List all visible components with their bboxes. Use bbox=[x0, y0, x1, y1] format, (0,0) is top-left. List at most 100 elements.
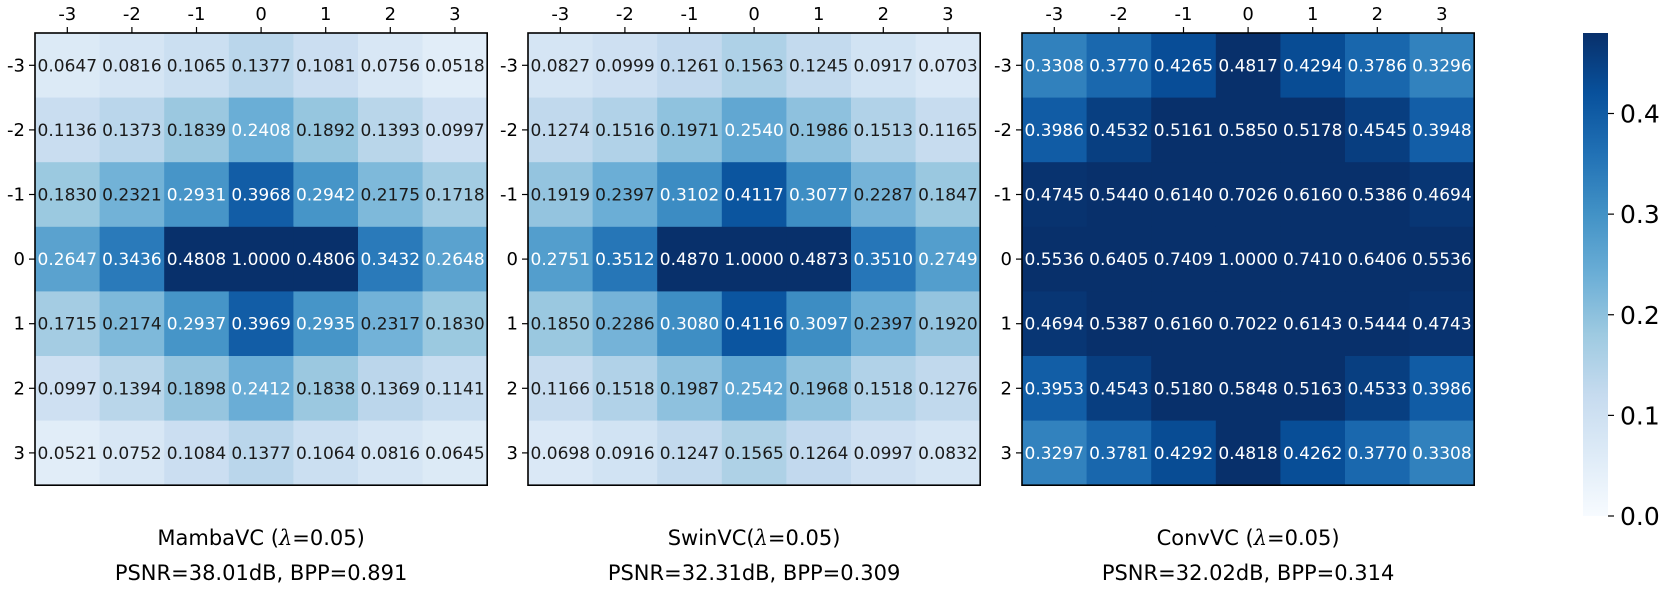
heatmap-cell bbox=[1345, 97, 1411, 163]
heatmap-cell bbox=[1345, 420, 1411, 486]
cell-value-label: 0.1064 bbox=[296, 444, 355, 464]
cell-value-label: 0.7410 bbox=[1283, 250, 1342, 270]
cell-value-label: 0.0816 bbox=[361, 444, 420, 464]
cell-value-label: 0.4818 bbox=[1218, 444, 1277, 464]
cell-value-label: 0.6160 bbox=[1283, 186, 1342, 206]
y-tick-label: 0 bbox=[507, 249, 518, 270]
cell-value-label: 0.4262 bbox=[1283, 444, 1342, 464]
heatmap-cell bbox=[1409, 356, 1475, 422]
cell-value-label: 0.1892 bbox=[296, 121, 355, 141]
heatmap-cell bbox=[358, 162, 424, 228]
cell-value-label: 0.3948 bbox=[1412, 121, 1471, 141]
heatmap-cell bbox=[358, 356, 424, 422]
heatmap-cell bbox=[35, 33, 101, 99]
heatmap-cell bbox=[1215, 97, 1281, 163]
y-tick-label: -3 bbox=[7, 55, 25, 76]
heatmap-cell bbox=[228, 162, 294, 228]
cell-value-label: 0.1065 bbox=[167, 56, 226, 76]
heatmap-cell bbox=[1022, 356, 1088, 422]
y-tick-label: -3 bbox=[500, 55, 518, 76]
cell-value-label: 0.2942 bbox=[296, 186, 355, 206]
cell-value-label: 0.4806 bbox=[296, 250, 355, 270]
cell-value-label: 0.4533 bbox=[1348, 379, 1407, 399]
heatmap-cell bbox=[164, 291, 230, 357]
cell-value-label: 0.5387 bbox=[1089, 315, 1148, 335]
y-tick-label: 3 bbox=[507, 443, 518, 464]
cell-value-label: 0.4265 bbox=[1154, 56, 1213, 76]
x-tick-label: 1 bbox=[320, 4, 331, 25]
heatmap-cell bbox=[657, 420, 723, 486]
heatmap-cell bbox=[1151, 97, 1217, 163]
cell-value-label: 0.5180 bbox=[1154, 379, 1213, 399]
cell-value-label: 0.2397 bbox=[595, 186, 654, 206]
x-tick-label: 1 bbox=[813, 4, 824, 25]
heatmap-cell bbox=[1280, 420, 1346, 486]
heatmap-cell bbox=[786, 162, 852, 228]
heatmap-cell bbox=[851, 291, 917, 357]
cell-value-label: 0.1518 bbox=[595, 379, 654, 399]
heatmap-cell bbox=[657, 97, 723, 163]
cell-value-label: 1.0000 bbox=[231, 250, 290, 270]
heatmap-cell bbox=[1086, 226, 1152, 292]
heatmap-cell bbox=[851, 226, 917, 292]
heatmap-cell bbox=[1086, 97, 1152, 163]
heatmap-cell bbox=[786, 420, 852, 486]
heatmap-cell bbox=[915, 420, 981, 486]
cell-value-label: 0.3080 bbox=[660, 315, 719, 335]
heatmap-cell bbox=[358, 226, 424, 292]
cell-value-label: 0.3436 bbox=[102, 250, 161, 270]
cell-value-label: 0.0647 bbox=[38, 56, 97, 76]
heatmap-cell bbox=[293, 33, 359, 99]
heatmap-cell bbox=[164, 33, 230, 99]
heatmap-cell bbox=[35, 356, 101, 422]
cell-value-label: 0.2751 bbox=[531, 250, 590, 270]
heatmap-cell bbox=[657, 291, 723, 357]
cell-value-label: 0.1516 bbox=[595, 121, 654, 141]
cell-value-label: 0.3968 bbox=[231, 186, 290, 206]
cell-value-label: 0.6143 bbox=[1283, 315, 1342, 335]
cell-value-label: 0.4745 bbox=[1025, 186, 1084, 206]
heatmap-cell bbox=[786, 356, 852, 422]
heatmap-cell bbox=[422, 33, 488, 99]
heatmap-cell bbox=[1280, 291, 1346, 357]
heatmap-cell bbox=[1086, 33, 1152, 99]
heatmap-cell bbox=[1151, 420, 1217, 486]
cell-value-label: 0.1518 bbox=[854, 379, 913, 399]
cell-value-label: 0.1715 bbox=[38, 315, 97, 335]
cell-value-label: 0.1377 bbox=[231, 444, 290, 464]
heatmap-cell bbox=[1022, 97, 1088, 163]
heatmap-cell bbox=[721, 33, 787, 99]
heatmap-cell bbox=[293, 162, 359, 228]
cell-value-label: 0.0698 bbox=[531, 444, 590, 464]
colorbar-tick-label: 0.0 bbox=[1620, 502, 1660, 531]
y-tick-label: 0 bbox=[14, 249, 25, 270]
x-tick-label: -2 bbox=[616, 4, 634, 25]
heatmap-cell bbox=[1022, 33, 1088, 99]
cell-value-label: 0.3308 bbox=[1412, 444, 1471, 464]
heatmap-cell bbox=[35, 420, 101, 486]
heatmap-cell bbox=[1345, 291, 1411, 357]
heatmap-cell bbox=[721, 226, 787, 292]
cell-value-label: 0.3986 bbox=[1412, 379, 1471, 399]
x-tick-label: -1 bbox=[1175, 4, 1193, 25]
heatmap-cell bbox=[1280, 356, 1346, 422]
y-tick-label: 3 bbox=[14, 443, 25, 464]
heatmap-cell bbox=[1022, 291, 1088, 357]
heatmap-cell bbox=[293, 291, 359, 357]
heatmap-cell bbox=[1086, 420, 1152, 486]
heatmap-cell bbox=[592, 162, 658, 228]
cell-value-label: 0.4545 bbox=[1348, 121, 1407, 141]
cell-value-label: 0.5848 bbox=[1218, 379, 1277, 399]
heatmap-cell bbox=[164, 97, 230, 163]
heatmap-cell bbox=[99, 33, 165, 99]
cell-value-label: 0.3986 bbox=[1025, 121, 1084, 141]
heatmap-cell bbox=[228, 97, 294, 163]
heatmap-cell bbox=[592, 33, 658, 99]
cell-value-label: 0.0916 bbox=[595, 444, 654, 464]
x-tick-label: -2 bbox=[123, 4, 141, 25]
y-tick-label: -2 bbox=[500, 120, 518, 141]
cell-value-label: 0.1393 bbox=[361, 121, 420, 141]
cell-value-label: 0.2321 bbox=[102, 186, 161, 206]
x-tick-label: 2 bbox=[385, 4, 396, 25]
